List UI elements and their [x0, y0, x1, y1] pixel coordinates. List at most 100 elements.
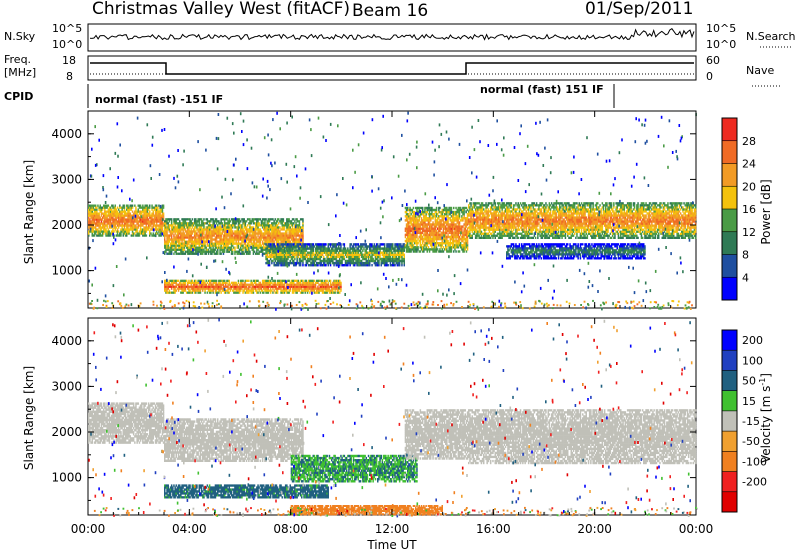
heatmap-cell — [199, 218, 202, 221]
heatmap-cell — [255, 246, 257, 249]
heatmap-cell — [120, 220, 122, 223]
heatmap-cell — [179, 224, 181, 227]
heatmap-cell — [241, 252, 243, 255]
heatmap-cell — [184, 285, 187, 288]
heatmap-cell — [184, 220, 187, 223]
heatmap-cell — [223, 234, 226, 237]
heatmap-cell — [96, 210, 98, 213]
heatmap-cell — [246, 246, 249, 249]
heatmap-cell — [226, 222, 228, 225]
heatmap-cell — [242, 232, 244, 235]
heatmap-cell — [179, 244, 181, 247]
heatmap-cell — [249, 224, 251, 227]
heatmap-cell — [92, 218, 95, 221]
heatmap-cell — [220, 291, 222, 294]
heatmap-cell — [115, 230, 118, 233]
heatmap-cell — [265, 230, 267, 233]
heatmap-cell — [229, 246, 232, 249]
heatmap-cell — [267, 232, 270, 235]
heatmap-cell — [136, 218, 138, 221]
heatmap-cell — [320, 261, 323, 265]
heatmap-cell — [96, 216, 98, 219]
heatmap-cell — [276, 228, 279, 231]
heatmap-cell — [218, 236, 220, 239]
heatmap-cell — [170, 244, 173, 247]
heatmap-cell — [180, 279, 182, 282]
heatmap-cell — [220, 240, 222, 243]
heatmap-cell — [202, 250, 204, 253]
heatmap-cell — [215, 240, 218, 243]
heatmap-cell — [190, 240, 192, 243]
heatmap-cell — [193, 240, 196, 243]
heatmap-cell — [198, 240, 200, 243]
heatmap-cell — [139, 210, 142, 213]
heatmap-cell — [145, 206, 148, 209]
heatmap-cell — [377, 243, 379, 246]
heatmap-cell — [228, 222, 230, 225]
heatmap-cell — [276, 234, 279, 237]
heatmap-cell — [233, 218, 235, 221]
heatmap-cell — [261, 242, 264, 245]
heatmap-cell — [113, 212, 115, 215]
heatmap-cell — [131, 218, 134, 221]
heatmap-cell — [183, 242, 186, 245]
heatmap-cell — [208, 250, 211, 253]
heatmap-cell — [295, 232, 297, 235]
heatmap-cell — [294, 228, 296, 231]
heatmap-cell — [149, 216, 151, 219]
heatmap-cell — [91, 222, 93, 225]
heatmap-cell — [229, 234, 232, 237]
heatmap-cell — [256, 226, 258, 229]
heatmap-cell — [217, 291, 219, 294]
heatmap-cell — [360, 247, 363, 250]
heatmap-cell — [107, 220, 110, 223]
heatmap-cell — [113, 220, 115, 223]
beam-title: Beam 16 — [352, 1, 428, 21]
heatmap-cell — [299, 244, 302, 247]
heatmap-cell — [258, 250, 260, 253]
heatmap-cell — [299, 243, 302, 246]
heatmap-cell — [352, 245, 355, 248]
heatmap-cell — [184, 222, 187, 225]
heatmap-cell — [93, 204, 96, 207]
heatmap-cell — [289, 220, 291, 223]
heatmap-cell — [246, 248, 249, 251]
heatmap-cell — [155, 226, 158, 229]
heatmap-cell — [127, 210, 129, 213]
heatmap-cell — [219, 238, 221, 241]
heatmap-cell — [197, 291, 199, 294]
heatmap-cell — [287, 257, 289, 261]
heatmap-cell — [210, 287, 212, 290]
heatmap-cell — [169, 285, 172, 288]
heatmap-cell — [269, 236, 272, 239]
heatmap-cell — [90, 216, 92, 219]
heatmap-cell — [185, 285, 188, 288]
heatmap-cell — [288, 264, 290, 267]
heatmap-cell — [98, 232, 100, 235]
heatmap-cell — [187, 285, 189, 288]
heatmap-cell — [162, 222, 165, 225]
heatmap-cell — [175, 220, 177, 223]
heatmap-cell — [251, 230, 253, 233]
heatmap-cell — [136, 210, 138, 213]
heatmap-cell — [198, 232, 200, 235]
heatmap-cell — [244, 232, 247, 235]
heatmap-cell — [119, 218, 121, 221]
heatmap-cell — [114, 226, 116, 229]
heatmap-cell — [265, 232, 267, 235]
heatmap-cell — [221, 250, 224, 253]
heatmap-cell — [135, 210, 137, 213]
heatmap-cell — [265, 224, 267, 227]
heatmap-cell — [170, 242, 173, 245]
heatmap-cell — [165, 242, 167, 245]
heatmap-cell — [252, 252, 255, 255]
heatmap-cell — [268, 230, 271, 233]
heatmap-cell — [145, 204, 148, 207]
heatmap-cell — [211, 285, 213, 288]
heatmap-cell — [256, 218, 258, 221]
heatmap-cell — [259, 232, 262, 235]
heatmap-cell — [119, 222, 121, 225]
heatmap-cell — [165, 224, 167, 227]
heatmap-cell — [180, 242, 182, 245]
heatmap-cell — [266, 236, 268, 239]
